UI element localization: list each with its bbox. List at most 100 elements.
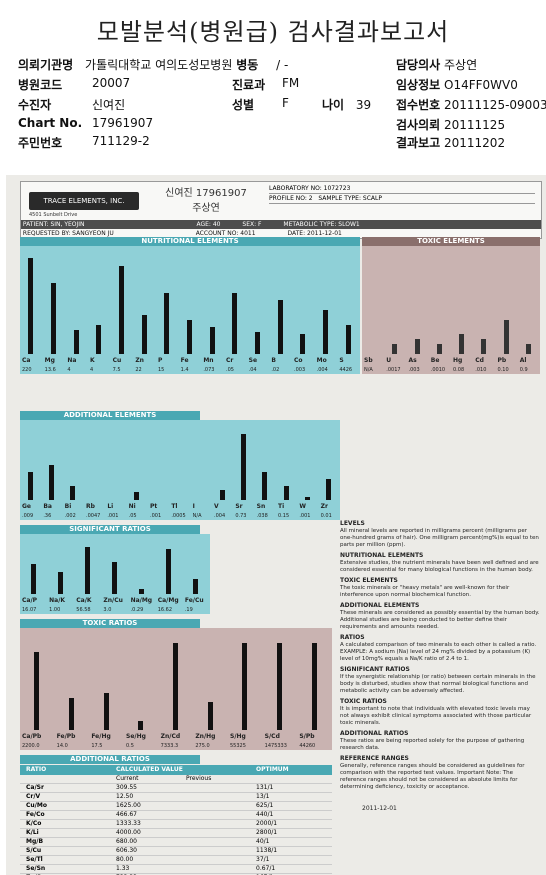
nut-bar-zn [141,314,147,354]
nut-label-p: P [158,357,163,364]
nut-value-b: .02 [271,367,280,373]
tox-label-pb: Pb [497,357,507,364]
ratio-optimum: 40/1 [256,838,270,845]
nut-label-se: Se [248,357,258,364]
ratios-text: A calculated comparison of two minerals … [340,642,537,662]
add-value-i: N/A [192,513,202,519]
nut-bar-mo [323,309,328,354]
tr-label-fe-pb: Fe/Pb [56,733,76,740]
nut-value-cr: .05 [226,367,234,373]
sig-bar-ca-mg [166,549,172,594]
nut-bar-b [277,300,283,354]
add-value-ge: .009 [22,513,34,519]
table-subheader: Current Previous [20,775,332,784]
add-label-v: V [214,503,219,510]
scan-sex: SEX: F [242,221,262,228]
nut-value-fe: 1.4 [180,367,189,373]
ref-heading: REFERENCE RANGES [340,755,409,762]
sig-bar-fe-cu [193,579,199,594]
hospcode-label: 병원코드 [18,78,63,92]
report-title: 모발분석(병원급) 검사결과보고서 [96,18,450,46]
report-label: 결과보고 [396,136,441,150]
table-row: Ca/Sr 309.55 131/1 [20,784,332,793]
sig-label-zn-cu: Zn/Cu [103,597,123,604]
tox-bar-al [525,344,531,354]
tox-bar-as [414,339,420,354]
nut-bar-cr [232,293,238,354]
add-value-ni: .05 [128,513,137,519]
age-label: 나이 [322,98,345,112]
nut-bar-p [164,293,170,354]
tr-label-s-cd: S/Cd [264,733,280,740]
nut-label-ca: Ca [22,357,31,364]
sig-label-ca-k: Ca/K [76,597,92,604]
levels-text: All mineral levels are reported in milli… [340,528,539,548]
nut-value-cu: 7.5 [112,367,121,373]
add-value-zr: 0.01 [320,513,332,519]
scan-requested-by: REQUESTED BY: SANGYEON JU [22,230,114,237]
tox-value-cd: .010 [475,367,487,373]
ratio-name: K/Co [26,820,42,827]
tox-bar-cd [481,339,487,354]
ratio-value: 4000.00 [116,829,141,836]
add-label-sr: Sr [235,503,243,510]
sig-bar-ca-k [84,546,90,594]
explanation-text: LEVELS All mineral levels are reported i… [340,517,540,791]
sig-bar-na-mg [139,589,145,594]
th-ratio: RATIO [26,766,47,773]
add-ratios-header: ADDITIONAL RATIOS [20,755,200,764]
dept-label: 진료과 [232,78,266,92]
sig-ratios-panel: Ca/P 16.07 Na/K 1.00 Ca/K 56.58 Zn/Cu 3.0 Na/Mg.… [20,534,210,614]
add-bar-ti [283,486,289,500]
table-row: K/Co 1333.33 2000/1 [20,820,332,829]
patient-bar: PATIENT: SIN, YEOJIN AGE: 40 SEX: F META… [21,220,541,229]
tr-bar-s-hg [242,642,248,730]
nut-bar-co [300,334,306,354]
tr-bar-s-pb [311,642,317,730]
lab-fields: LABORATORY NO: 1072723 PROFILE NO: 2 SAM… [269,184,535,204]
ratio-name: Se/Sn [26,865,46,872]
sig-value-ca-p: 16.07 [22,607,37,613]
tr-bar-ca-pb [34,651,40,730]
sig-bar-zn-cu [112,561,117,594]
add-bar-w [305,496,310,500]
tox-bar-be [436,344,442,354]
nut-label-mo: Mo [316,357,327,364]
ar-heading: ADDITIONAL RATIOS [340,730,409,737]
tr-value-ca-pb: 2200.0 [22,743,40,749]
nutritional-panel: Ca 220 Mg 13.6 Na 4 K 4 Cu 7.5 Zn 22 P 15 Fe 1.4 Mn .073 C… [20,246,360,374]
tox-label-hg: Hg [453,357,463,364]
tox-label-be: Be [430,357,440,364]
chartno-label: Chart No. [18,116,83,130]
sig-label-ca-mg: Ca/Mg [157,597,179,604]
add-bar-ni [134,491,140,500]
sig-text: If the synergistic relationship (or rati… [340,674,536,694]
sex-value: F [282,96,289,110]
ratio-name: Mg/B [26,838,44,845]
add-value-v: .004 [214,513,226,519]
sub-current: Current [116,775,139,782]
clinical-value: O14FF0WV0 [444,78,518,92]
clinical-label: 임상정보 [396,78,441,92]
nut-bar-s [345,324,351,354]
tox-label-as: As [408,357,417,364]
tr-label-se-hg: Se/Hg [126,733,146,740]
nut-value-se: .04 [248,367,257,373]
nut-label-b: B [271,357,276,364]
nut-value-na: 4 [67,367,71,373]
sex-label: 성별 [232,98,255,112]
table-row: Fe/Co 466.67 440/1 [20,811,332,820]
add-bar-ba [49,465,54,500]
nut-label-cr: Cr [226,357,234,364]
ratios-heading: RATIOS [340,634,365,641]
tr-value-zn-cd: 7333.3 [160,743,179,749]
sig-value-na-mg: .0.29 [130,607,144,613]
toxic-panel: Sb N/A U .0017 As .003 Be .0010 Hg 0.08 Cd .010 Pb 0.… [362,246,540,374]
nut-bar-mg [51,283,56,354]
patient-value: 신여진 [92,98,126,112]
sig-bar-ca-p [30,564,36,594]
tox-bar-hg [459,334,465,354]
tr-heading: TOXIC RATIOS [340,698,387,705]
nut-value-s: 4426 [339,367,353,373]
nut-label-co: Co [294,357,303,364]
